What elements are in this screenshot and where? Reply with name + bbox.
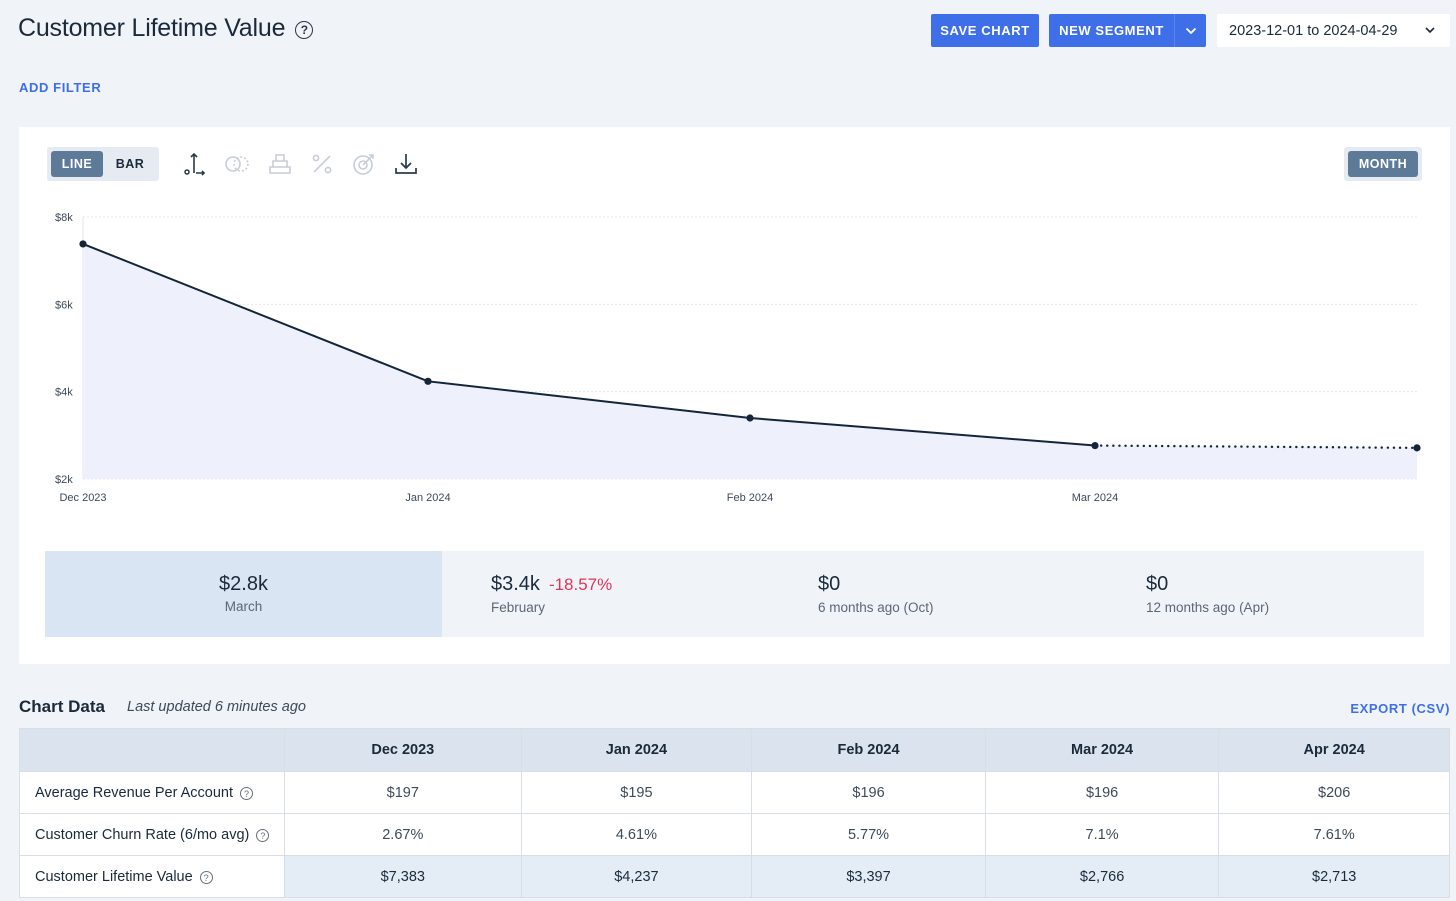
table-cell: $197 (284, 771, 522, 814)
summary-comparison-label: 12 months ago (Apr) (1146, 600, 1270, 615)
table-cell: 5.77% (751, 813, 986, 856)
chart-point[interactable] (1413, 444, 1421, 452)
x-tick-label: Jan 2024 (405, 492, 450, 504)
chart-point[interactable] (1091, 441, 1099, 450)
chevron-down-icon (1425, 27, 1435, 34)
help-icon[interactable]: ? (240, 787, 254, 800)
table-cell: $4,237 (520, 855, 753, 898)
page-title: Customer Lifetime Value ? (18, 14, 314, 43)
table-column-header: Feb 2024 (751, 728, 986, 772)
x-tick-label: Feb 2024 (727, 492, 773, 504)
table-cell: $196 (984, 771, 1220, 814)
period-toggle: MONTH (1344, 147, 1422, 181)
x-tick-label: Mar 2024 (1072, 492, 1118, 504)
table-row-label-text: Customer Churn Rate (6/mo avg) (35, 826, 250, 843)
table-row: Customer Churn Rate (6/mo avg)? 2.67% 4.… (19, 813, 1450, 856)
table-row-label-text: Customer Lifetime Value (35, 868, 193, 885)
chart-point[interactable] (79, 240, 87, 248)
summary-comparison-label: 6 months ago (Oct) (818, 600, 934, 615)
table-cell: $2,766 (984, 855, 1220, 898)
date-range-value: 2023-12-01 to 2024-04-29 (1229, 22, 1398, 39)
table-column-header: Apr 2024 (1218, 728, 1450, 772)
stack-icon[interactable] (267, 151, 293, 177)
table-header-row: Dec 2023 Jan 2024 Feb 2024 Mar 2024 Apr … (19, 728, 1450, 772)
table-column-header: Dec 2023 (284, 728, 522, 772)
y-axis-labels: $2k $4k $6k $8k (55, 212, 73, 486)
export-csv-link[interactable]: EXPORT (CSV) (1350, 701, 1450, 716)
bar-toggle-button[interactable]: BAR (115, 157, 145, 171)
table-row: Customer Lifetime Value? $7,383 $4,237 $… (19, 855, 1450, 898)
chart-type-toggle: LINE BAR (47, 147, 159, 181)
table-row-label: Customer Churn Rate (6/mo avg)? (19, 813, 285, 856)
y-tick-label: $4k (55, 387, 73, 399)
axis-icon[interactable] (182, 151, 208, 177)
table-title: Chart Data (19, 697, 105, 716)
summary-comparison-value: $0 (818, 573, 841, 595)
help-icon[interactable]: ? (256, 829, 270, 842)
y-tick-label: $2k (55, 474, 73, 486)
table-column-header: Mar 2024 (984, 728, 1220, 772)
chart-area-fill (83, 243, 1417, 479)
summary-current-label: March (224, 599, 263, 614)
line-toggle-button[interactable]: LINE (51, 151, 103, 177)
summary-comparison-label: February (491, 600, 546, 615)
y-tick-label: $6k (55, 299, 73, 311)
table-cell: $195 (520, 771, 753, 814)
summary-comparison: $0 12 months ago (Apr) (1097, 551, 1424, 637)
table-cell: $3,397 (751, 855, 986, 898)
chart-point[interactable] (424, 377, 432, 385)
table-cell: 7.1% (984, 813, 1220, 856)
chart-series-line (82, 243, 1096, 447)
table-cell: 7.61% (1218, 813, 1450, 856)
chart-point[interactable] (746, 414, 754, 422)
x-tick-label: Dec 2023 (59, 492, 106, 504)
compare-icon[interactable] (224, 151, 250, 177)
chart-projected-line (1093, 444, 1419, 450)
goal-icon[interactable] (351, 151, 377, 177)
chart-points (79, 240, 1421, 452)
table-updated-text: Last updated 6 minutes ago (127, 699, 306, 715)
month-toggle-button[interactable]: MONTH (1348, 151, 1418, 177)
summary-current-value: $2.8k (219, 573, 268, 595)
line-chart: $2k $4k $6k $8k Dec 2023 Jan 2024 Feb 2024 Mar… (55, 212, 1421, 504)
table-cell: 4.61% (520, 813, 753, 856)
summary-comparison-value: $0 (1146, 573, 1169, 595)
page-title-text: Customer Lifetime Value (18, 14, 286, 42)
x-axis-labels: Dec 2023 Jan 2024 Feb 2024 Mar 2024 (59, 492, 1118, 504)
new-segment-button[interactable]: NEW SEGMENT (1049, 14, 1174, 47)
new-segment-dropdown-button[interactable] (1174, 14, 1206, 47)
table-cell: 2.67% (284, 813, 522, 856)
y-tick-label: $8k (55, 212, 73, 224)
table-column-header: Jan 2024 (520, 728, 753, 772)
summary-current[interactable]: $2.8k March (45, 551, 442, 637)
table-row-label: Average Revenue Per Account? (19, 771, 285, 814)
table-cell: $206 (1218, 771, 1450, 814)
summary-strip: $2.8k March $3.4k -18.57% February $0 6 m… (45, 551, 1424, 637)
summary-comparison: $0 6 months ago (Oct) (769, 551, 1097, 637)
save-chart-button[interactable]: SAVE CHART (931, 14, 1039, 47)
date-range-select[interactable]: 2023-12-01 to 2024-04-29 (1217, 14, 1450, 47)
summary-comparison: $3.4k -18.57% February (442, 551, 769, 637)
add-filter-link[interactable]: ADD FILTER (19, 80, 102, 95)
chevron-down-icon (1185, 27, 1196, 34)
table-cell: $7,383 (284, 855, 522, 898)
chart-data-table: Dec 2023 Jan 2024 Feb 2024 Mar 2024 Apr … (19, 728, 1450, 898)
download-icon[interactable] (393, 151, 419, 177)
table-corner-cell (19, 728, 285, 772)
table-cell: $2,713 (1218, 855, 1450, 898)
table-row: Average Revenue Per Account? $197 $195 $… (19, 771, 1450, 814)
chart-card: LINE BAR MONTH $2k $4k $6k $8k Dec 202 (19, 127, 1450, 664)
summary-comparison-value: $3.4k (491, 573, 540, 595)
help-icon[interactable]: ? (295, 20, 314, 39)
help-icon[interactable]: ? (199, 871, 213, 884)
summary-comparison-change: -18.57% (548, 575, 613, 594)
table-row-label: Customer Lifetime Value? (19, 855, 285, 898)
table-row-label-text: Average Revenue Per Account (35, 784, 234, 801)
percent-icon[interactable] (309, 151, 335, 177)
table-cell: $196 (751, 771, 986, 814)
